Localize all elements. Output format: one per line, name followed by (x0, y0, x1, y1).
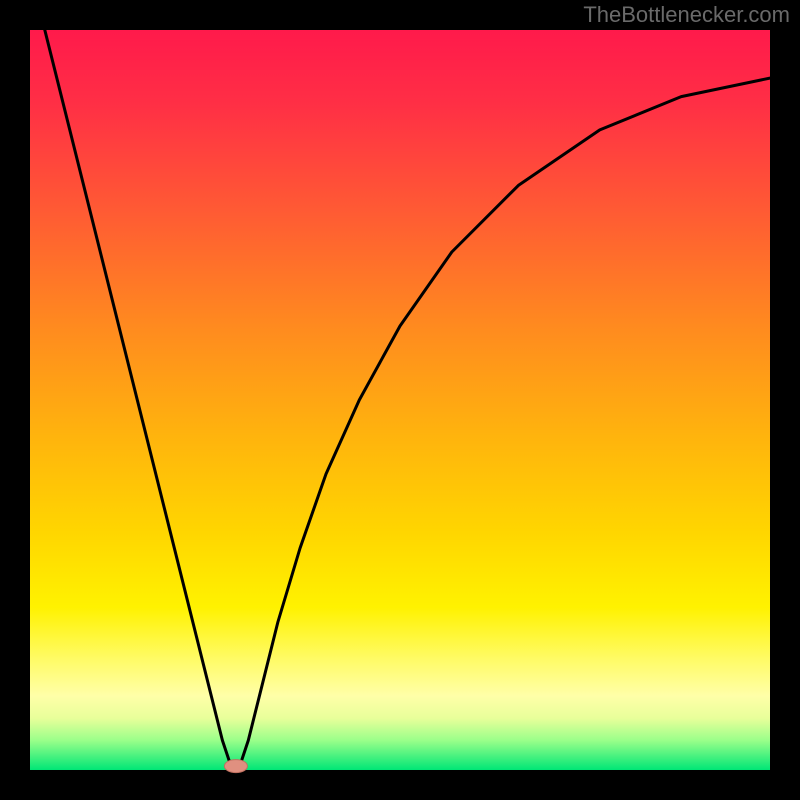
curve-svg (30, 30, 770, 770)
watermark-text: TheBottlenecker.com (583, 2, 790, 28)
chart-outer: TheBottlenecker.com (0, 0, 800, 800)
plot-area (30, 30, 770, 770)
curve-path (45, 30, 770, 769)
min-marker (224, 759, 248, 773)
